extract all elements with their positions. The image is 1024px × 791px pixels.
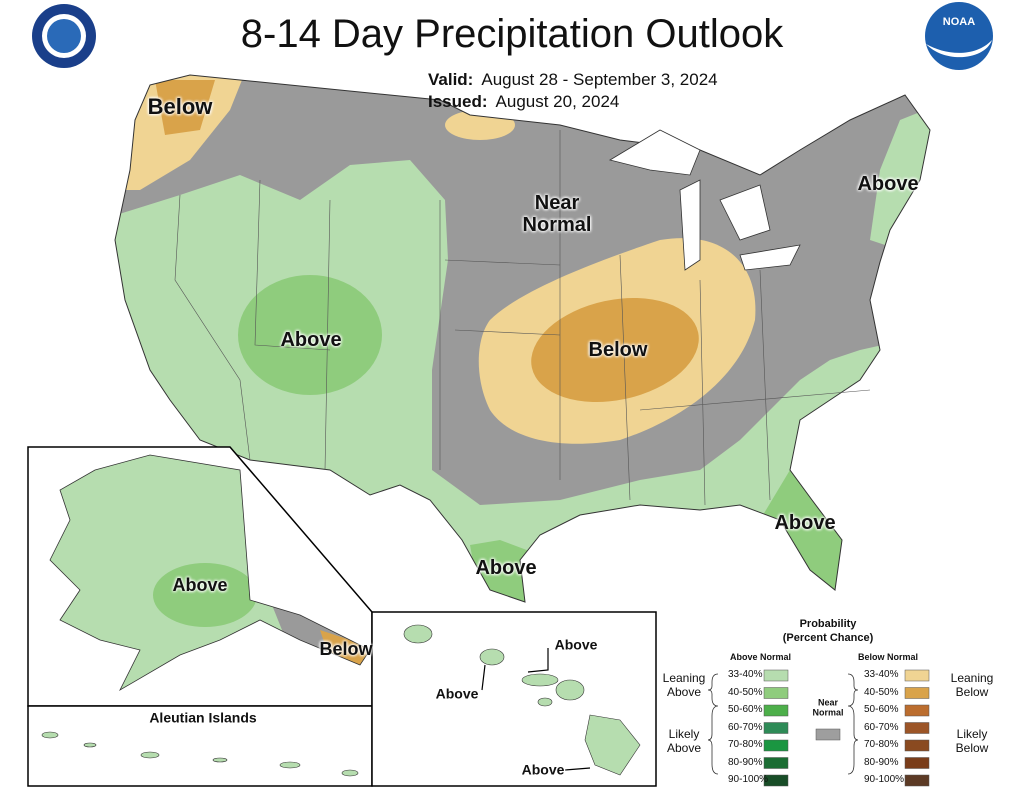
map-label: Below [147, 93, 213, 119]
issued-label: Issued: [428, 92, 488, 111]
aleutians [41, 731, 359, 777]
legend-label: 60-70% [864, 721, 899, 733]
below-area [531, 297, 699, 403]
legend-swatch [904, 774, 930, 787]
leaning-above: Leaning Above [662, 671, 706, 699]
map-label: Above [774, 512, 836, 534]
legend-label: 70-80% [864, 739, 899, 750]
us-outline [114, 74, 931, 603]
map-label: Below [319, 639, 373, 660]
great-lakes [608, 129, 801, 271]
legend-swatch [904, 687, 930, 699]
above-area [238, 275, 382, 395]
map-label: Above [521, 761, 565, 778]
map-label: Near Normal [522, 192, 592, 236]
legend-title: Probability [799, 618, 857, 630]
legend-label: 50-60% [864, 704, 899, 715]
legend-swatch [763, 757, 789, 769]
valid-label: Valid: [428, 70, 474, 89]
commerce-seal [47, 19, 81, 53]
pointers [481, 648, 591, 771]
below-area [445, 110, 515, 140]
likely-below: Likely Below [955, 727, 989, 755]
legend-swatch [763, 704, 789, 717]
valid-dates: August 28 - September 3, 2024 [481, 70, 718, 89]
legend-swatch [763, 669, 789, 682]
legend-label: 80-90% [728, 756, 763, 768]
legend-swatch [904, 722, 930, 734]
map-label: Above [475, 557, 537, 579]
below-heading: Below Normal [858, 652, 919, 662]
map-label: Above [857, 173, 919, 195]
alaska-outline [49, 454, 371, 692]
legend-label: 40-50% [728, 686, 763, 698]
legend-swatch [904, 704, 930, 717]
legend-label: 40-50% [864, 686, 899, 698]
leaning-below: Leaning Below [950, 671, 994, 699]
legend-swatch [763, 687, 789, 699]
issued: Issued: August 20, 2024 [428, 92, 619, 112]
near-label: Near Normal [812, 697, 844, 718]
hawaii [403, 624, 641, 776]
legend-swatch [904, 739, 930, 752]
logo-text: NOAA [943, 16, 975, 28]
valid: Valid: August 28 - September 3, 2024 [428, 70, 718, 90]
legend-swatch [815, 728, 841, 741]
legend-swatch [904, 757, 930, 769]
legend-swatch [763, 774, 789, 787]
map-label: Below [588, 339, 648, 361]
legend [763, 669, 930, 787]
map-label: Above [280, 329, 342, 351]
state-lines [174, 130, 871, 506]
legend-label: 80-90% [864, 756, 899, 768]
map-label: Above [172, 575, 228, 596]
map-label: Above [435, 685, 479, 702]
legend-label: 90-100% [864, 774, 905, 785]
legend-subtitle: (Percent Chance) [782, 632, 874, 644]
legend-swatch [763, 739, 789, 752]
issued-date: August 20, 2024 [495, 92, 620, 111]
legend-label: 70-80% [728, 739, 763, 750]
legend-braces [707, 673, 859, 775]
noaa-logo [926, 40, 992, 58]
noaa-logo [925, 2, 993, 70]
map-label: Above [554, 636, 598, 653]
map-label: Aleutian Islands [149, 709, 257, 726]
legend-swatch [763, 722, 789, 734]
legend-swatch [904, 669, 930, 682]
above-area [870, 100, 930, 260]
legend-label: 60-70% [728, 721, 763, 733]
above-heading: Above Normal [730, 652, 792, 662]
legend-label: 90-100% [728, 774, 769, 785]
above-area [153, 563, 257, 627]
title: 8-14 Day Precipitation Outlook [240, 12, 784, 56]
likely-above: Likely Above [666, 727, 702, 755]
legend-label: 50-60% [728, 704, 763, 715]
legend-label: 33-40% [864, 669, 899, 680]
legend-label: 33-40% [728, 669, 763, 680]
below-area [155, 80, 215, 135]
